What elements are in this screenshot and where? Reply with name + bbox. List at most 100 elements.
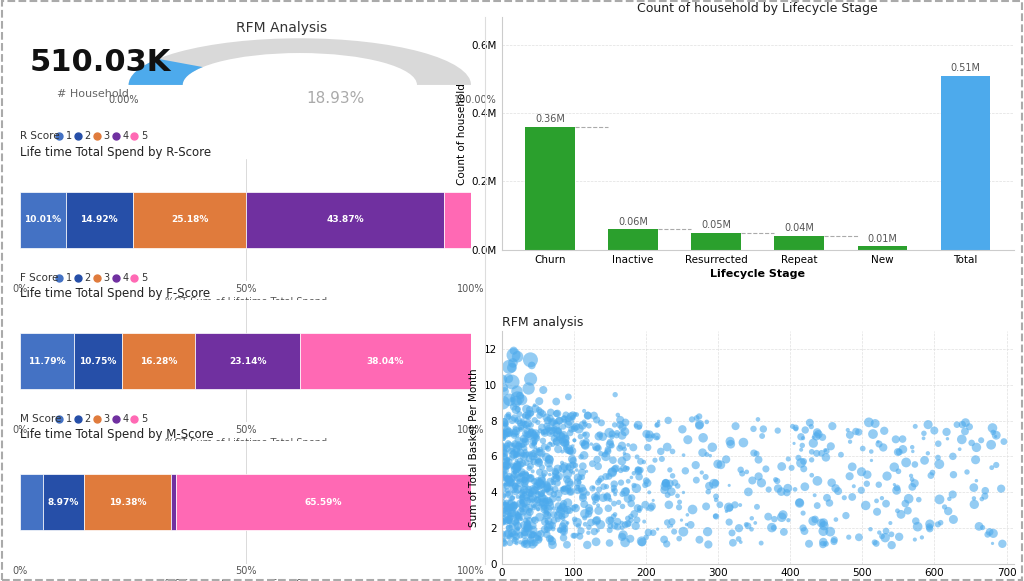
Point <box>496 450 512 460</box>
Point <box>513 467 529 476</box>
Point <box>910 495 927 504</box>
Point <box>634 537 650 546</box>
Point <box>510 441 526 450</box>
Point <box>495 510 511 519</box>
Point <box>507 452 523 461</box>
Point <box>559 518 575 528</box>
Point <box>930 453 946 462</box>
Point <box>518 491 535 500</box>
Point <box>500 530 516 540</box>
Point <box>586 411 602 420</box>
Point <box>526 486 543 495</box>
Point <box>920 420 936 429</box>
Text: 2: 2 <box>84 272 91 282</box>
Point <box>877 426 893 435</box>
Point <box>500 515 516 525</box>
Point <box>779 483 796 493</box>
Point <box>498 419 514 428</box>
Point <box>791 453 807 462</box>
Point <box>536 487 552 496</box>
Point <box>969 476 985 485</box>
Point <box>534 462 550 472</box>
Point <box>516 530 532 540</box>
Point <box>548 474 564 483</box>
Point <box>589 493 605 503</box>
Point <box>515 439 531 449</box>
Point <box>631 506 647 515</box>
Point <box>508 426 524 436</box>
Point <box>863 456 880 465</box>
Point <box>767 475 783 485</box>
Point <box>879 471 895 480</box>
Point <box>608 464 625 473</box>
Point <box>865 429 882 439</box>
Point <box>694 448 711 457</box>
Point <box>890 467 906 476</box>
Point <box>569 478 586 487</box>
Point <box>503 505 519 514</box>
Point <box>507 535 523 544</box>
Point <box>498 508 514 517</box>
Point <box>796 457 812 466</box>
Point <box>988 460 1005 469</box>
Point <box>499 428 515 437</box>
Point <box>519 540 536 549</box>
Point <box>518 469 535 479</box>
Point <box>659 518 676 527</box>
Point <box>888 435 904 444</box>
Point <box>495 508 511 518</box>
Point <box>566 424 583 433</box>
X-axis label: %GT Sum of Lifetime Total Spend: %GT Sum of Lifetime Total Spend <box>165 438 327 448</box>
Point <box>546 504 562 513</box>
Point <box>512 456 528 465</box>
Point <box>519 519 536 528</box>
Point <box>625 443 641 452</box>
Point <box>524 496 541 505</box>
Point <box>859 479 876 489</box>
Point <box>577 509 593 518</box>
Point <box>516 539 532 548</box>
Point <box>604 429 621 439</box>
Point <box>555 499 571 508</box>
Point <box>551 416 567 425</box>
Point <box>691 419 708 429</box>
Point <box>588 442 604 451</box>
Point <box>498 501 514 510</box>
Point <box>653 454 670 464</box>
Point <box>502 395 518 404</box>
Point <box>783 463 800 472</box>
Point <box>721 518 737 527</box>
Point <box>553 436 569 445</box>
Point <box>631 422 647 432</box>
Point <box>527 501 544 511</box>
Point <box>505 445 521 454</box>
Point <box>521 506 538 515</box>
Point <box>891 447 907 457</box>
Point <box>548 421 564 431</box>
Point <box>507 517 523 526</box>
Point <box>550 426 566 435</box>
Point <box>727 500 743 510</box>
Bar <box>133 192 246 248</box>
Bar <box>525 127 574 250</box>
Point <box>546 516 562 525</box>
Point <box>524 440 541 450</box>
Point <box>973 436 989 445</box>
Point <box>574 487 591 496</box>
Point <box>513 470 529 479</box>
Point <box>760 512 776 521</box>
Point <box>530 529 547 539</box>
Point <box>510 458 526 467</box>
Point <box>585 483 601 492</box>
Point <box>514 458 530 468</box>
Point <box>795 433 811 443</box>
Point <box>578 519 594 529</box>
Point <box>502 532 518 541</box>
Point <box>700 487 717 496</box>
Point <box>974 494 990 504</box>
Point <box>566 515 583 524</box>
Point <box>938 427 954 436</box>
Point <box>523 431 540 440</box>
Point <box>550 494 566 504</box>
Point <box>609 522 626 532</box>
